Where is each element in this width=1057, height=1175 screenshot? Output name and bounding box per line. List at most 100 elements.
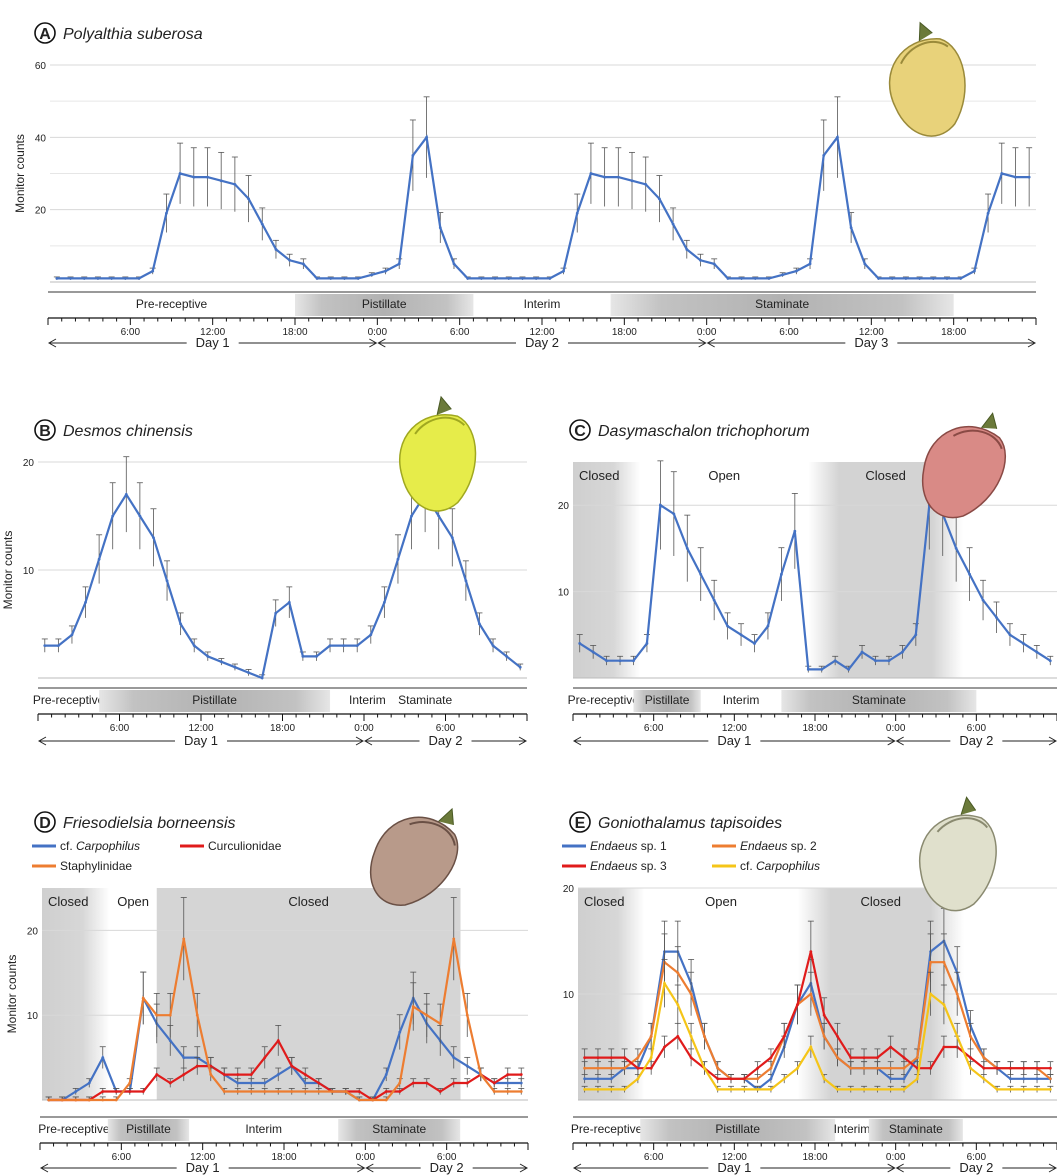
data-point [689, 1035, 693, 1038]
panel-letter-circle [569, 811, 591, 833]
data-point [809, 992, 813, 996]
data-point [195, 1013, 199, 1017]
data-point [915, 1077, 919, 1081]
phase-label: Pre-receptive [571, 1122, 643, 1136]
flower-stem [960, 796, 977, 815]
y-tick-label: 10 [558, 588, 570, 599]
data-point [982, 1066, 986, 1070]
data-point [192, 175, 196, 179]
data-point [644, 182, 648, 186]
data-point [464, 579, 468, 583]
data-point [263, 1056, 267, 1059]
region-label: Closed [48, 894, 88, 909]
data-point [371, 1098, 375, 1102]
data-point [47, 1098, 51, 1102]
x-tick-label: 6:00 [436, 723, 456, 734]
data-point [945, 276, 949, 280]
series-line-0 [44, 492, 521, 680]
data-point [753, 276, 757, 280]
data-point [206, 655, 210, 658]
data-point [863, 262, 867, 266]
panel-title: Dasymaschalon trichophorum [598, 423, 810, 440]
flower-stem [981, 412, 998, 429]
data-point [782, 1077, 786, 1081]
data-point [981, 598, 985, 602]
phase-label: Pistillate [362, 297, 407, 311]
data-point [942, 1045, 946, 1049]
x-tick-label: 12:00 [722, 723, 747, 734]
panel-letter-circle [34, 22, 56, 44]
data-point [137, 276, 141, 280]
data-point [596, 1088, 600, 1091]
data-point [74, 1090, 78, 1093]
data-point [452, 937, 456, 941]
data-point [1014, 175, 1017, 179]
data-point [995, 1066, 999, 1070]
data-point [836, 1088, 839, 1091]
flower-stem [918, 21, 933, 42]
x-tick-label: 18:00 [802, 1152, 827, 1163]
data-point [124, 493, 128, 496]
x-tick-label: 12:00 [529, 327, 554, 338]
data-point [929, 1066, 932, 1070]
x-tick-label: 12:00 [200, 327, 225, 338]
x-tick-label: 6:00 [779, 327, 799, 338]
day-label: Day 2 [525, 335, 559, 350]
data-point [609, 1088, 613, 1091]
phase-shade [640, 1119, 836, 1141]
data-point [438, 226, 442, 230]
data-point [303, 1090, 307, 1093]
data-point [263, 1090, 267, 1093]
data-point [165, 211, 168, 215]
arrowhead-right [357, 1163, 366, 1173]
data-point [969, 1056, 972, 1059]
data-point [769, 1066, 773, 1070]
data-point [236, 1081, 240, 1085]
data-point [623, 1066, 626, 1070]
phase-shade [868, 1119, 963, 1141]
panel-letter: E [575, 815, 586, 832]
data-point [862, 1056, 866, 1059]
y-tick-label: 20 [563, 884, 575, 895]
data-point [618, 659, 622, 663]
data-point [849, 226, 853, 230]
data-point [222, 1090, 226, 1093]
data-point [506, 1081, 510, 1085]
phase-label: Staminate [398, 693, 452, 707]
data-point [969, 1035, 972, 1038]
data-point [425, 135, 428, 139]
data-point [479, 276, 483, 280]
data-point [370, 273, 374, 277]
phase-label: Pre-receptive [568, 693, 640, 707]
data-point [411, 154, 415, 157]
y-tick-label: 60 [35, 61, 47, 72]
data-point [809, 950, 813, 953]
data-point [756, 1077, 760, 1081]
data-point [182, 1073, 186, 1076]
series-group [45, 897, 525, 1102]
series-line-0 [56, 134, 1030, 280]
data-point [315, 655, 318, 658]
data-point [465, 1013, 469, 1017]
data-point [636, 1077, 640, 1081]
data-point [740, 276, 743, 280]
data-point [290, 1090, 294, 1093]
data-point [942, 1003, 946, 1006]
legend-label: Curculionidae [208, 839, 282, 853]
panel-title: Goniothalamus tapisoides [598, 815, 782, 832]
data-point [889, 1088, 893, 1091]
y-tick-label: 20 [27, 926, 39, 937]
panel-a: A Polyalthia suberosa 20 40 60 Monitor counts… [13, 22, 1037, 350]
data-point [875, 1056, 879, 1059]
data-point [1035, 1077, 1039, 1081]
phase-shade [338, 1119, 461, 1141]
flower-image-d [369, 807, 459, 906]
data-point [1022, 1077, 1026, 1081]
data-point [914, 633, 918, 637]
phase-label: Pistillate [192, 693, 237, 707]
data-point [1000, 172, 1004, 175]
data-point [233, 182, 237, 186]
data-point [276, 1090, 280, 1093]
data-point [236, 1090, 240, 1093]
